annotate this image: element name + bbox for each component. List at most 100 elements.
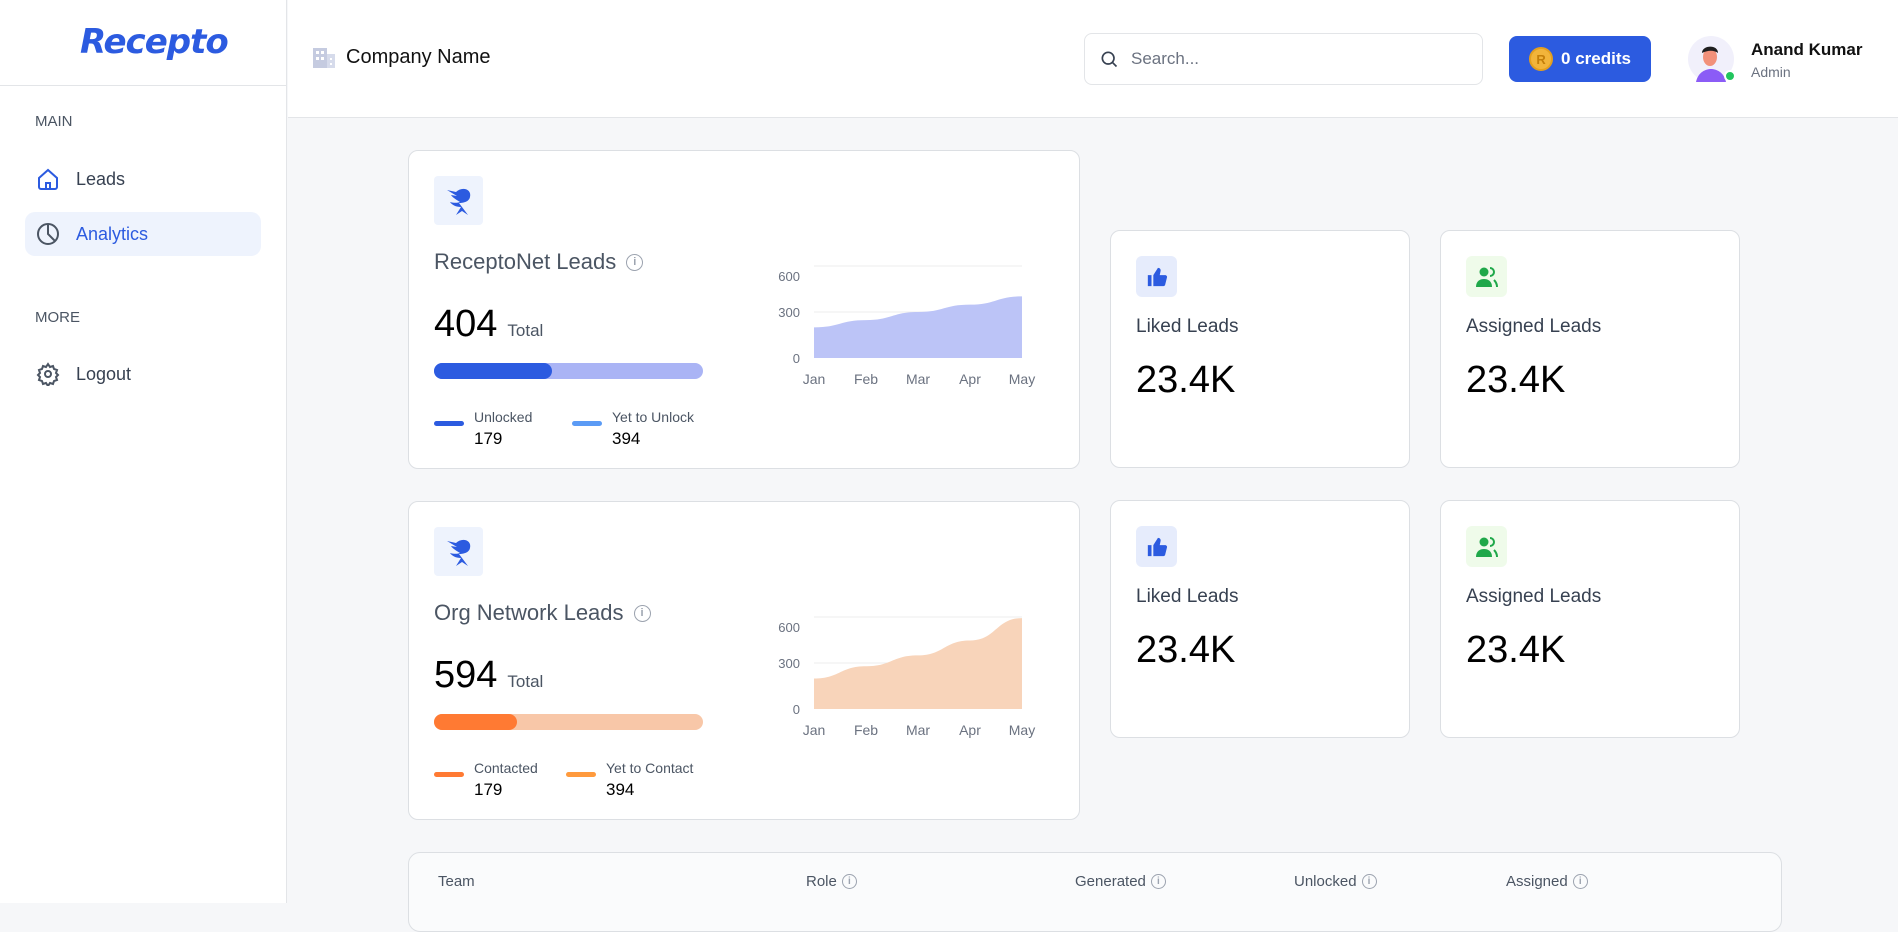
x-tick-label: Mar bbox=[906, 371, 930, 387]
coin-icon: R bbox=[1529, 47, 1554, 71]
x-tick-label: Jan bbox=[803, 722, 826, 738]
column-header-assigned[interactable]: Assigned i bbox=[1506, 873, 1588, 890]
legend-label: Yet to Unlock bbox=[612, 409, 694, 425]
credits-button[interactable]: R 0 credits bbox=[1509, 36, 1651, 82]
progress-fill bbox=[434, 363, 553, 379]
company-name: Company Name bbox=[346, 46, 491, 68]
column-header-unlocked[interactable]: Unlocked i bbox=[1294, 873, 1377, 890]
legend-contacted: Contacted 179 bbox=[434, 760, 538, 800]
column-label: Unlocked bbox=[1294, 873, 1357, 890]
divider bbox=[0, 85, 287, 86]
total-label: Total bbox=[507, 672, 544, 691]
legend-value: 179 bbox=[474, 429, 503, 448]
stat-label: Liked Leads bbox=[1136, 316, 1239, 337]
building-icon bbox=[313, 47, 335, 68]
column-label: Assigned bbox=[1506, 873, 1568, 890]
legend-unlocked: Unlocked 179 bbox=[434, 409, 532, 449]
total-count: 404 Total bbox=[434, 303, 543, 346]
total-count: 594 Total bbox=[434, 654, 543, 697]
sidebar-item-logout[interactable]: Logout bbox=[25, 352, 261, 396]
y-tick-label: 300 bbox=[778, 305, 800, 320]
user-role: Admin bbox=[1751, 64, 1791, 80]
column-header-generated[interactable]: Generated i bbox=[1075, 873, 1166, 890]
assigned-leads-card[interactable]: Assigned Leads 23.4K bbox=[1440, 500, 1740, 738]
thumbs-up-icon bbox=[1136, 256, 1177, 297]
x-tick-label: Mar bbox=[906, 722, 930, 738]
x-tick-label: Apr bbox=[959, 371, 981, 387]
card-title: Org Network Leads i bbox=[434, 600, 651, 626]
legend-label: Contacted bbox=[474, 760, 538, 776]
search-input[interactable] bbox=[1131, 49, 1451, 69]
liked-leads-card[interactable]: Liked Leads 23.4K bbox=[1110, 500, 1410, 738]
column-label: Generated bbox=[1075, 873, 1146, 890]
sidebar-item-leads[interactable]: Leads bbox=[25, 157, 261, 201]
y-tick-label: 0 bbox=[793, 702, 800, 717]
x-tick-label: May bbox=[1009, 371, 1035, 387]
total-value: 404 bbox=[434, 303, 498, 345]
legend-yet-to-unlock: Yet to Unlock 394 bbox=[572, 409, 694, 449]
section-more: MORE bbox=[35, 309, 80, 326]
contact-progress-bar bbox=[434, 714, 703, 730]
online-status-dot bbox=[1724, 70, 1736, 82]
stat-value: 23.4K bbox=[1466, 359, 1566, 401]
sidebar-item-label: Logout bbox=[76, 363, 132, 384]
card-title: ReceptoNet Leads i bbox=[434, 249, 644, 275]
y-tick-label: 600 bbox=[778, 269, 800, 284]
card-title-text: Org Network Leads bbox=[434, 600, 624, 625]
stat-value: 23.4K bbox=[1136, 359, 1236, 401]
recepto-mark-icon bbox=[434, 176, 483, 225]
column-header-team[interactable]: Team bbox=[438, 873, 475, 890]
x-tick-label: May bbox=[1009, 722, 1035, 738]
gear-icon bbox=[36, 362, 60, 386]
y-tick-label: 0 bbox=[793, 351, 800, 366]
stat-value: 23.4K bbox=[1466, 629, 1566, 671]
info-icon[interactable]: i bbox=[633, 604, 651, 622]
avatar[interactable] bbox=[1688, 36, 1736, 82]
thumbs-up-icon bbox=[1136, 526, 1177, 567]
info-icon[interactable]: i bbox=[626, 253, 644, 271]
column-label: Team bbox=[438, 873, 475, 890]
y-tick-label: 600 bbox=[778, 620, 800, 635]
user-name: Anand Kumar bbox=[1751, 40, 1863, 59]
legend-label: Yet to Contact bbox=[606, 760, 694, 776]
sidebar-item-analytics[interactable]: Analytics bbox=[25, 212, 261, 256]
info-icon[interactable]: i bbox=[1572, 874, 1588, 889]
users-icon bbox=[1466, 256, 1507, 297]
recepto-logo[interactable]: Recepto bbox=[80, 22, 229, 62]
pie-chart-icon bbox=[37, 223, 59, 245]
card-title-text: ReceptoNet Leads bbox=[434, 249, 617, 274]
x-tick-label: Jan bbox=[803, 371, 826, 387]
total-value: 594 bbox=[434, 654, 498, 696]
section-main: MAIN bbox=[35, 113, 73, 130]
receptonet-leads-card: ReceptoNet Leads i 404 Total Unlocked 179 Y… bbox=[408, 150, 1080, 469]
column-header-role[interactable]: Role i bbox=[806, 873, 857, 890]
team-table: Team Role i Generated i Unlocked i Assigned… bbox=[408, 852, 1782, 932]
y-tick-label: 300 bbox=[778, 656, 800, 671]
receptonet-area-chart: 0 300 600 Jan Feb Mar Apr May bbox=[778, 265, 1035, 387]
user-avatar-icon bbox=[1696, 46, 1726, 82]
sidebar-item-label: Analytics bbox=[76, 223, 149, 244]
area-series bbox=[814, 296, 1022, 358]
x-tick-label: Apr bbox=[959, 722, 981, 738]
assigned-leads-card[interactable]: Assigned Leads 23.4K bbox=[1440, 230, 1740, 468]
stat-label: Liked Leads bbox=[1136, 586, 1239, 607]
org-network-leads-card: Org Network Leads i 594 Total Contacted 179… bbox=[408, 501, 1080, 820]
users-icon bbox=[1466, 526, 1507, 567]
liked-leads-card[interactable]: Liked Leads 23.4K bbox=[1110, 230, 1410, 468]
legend-value: 179 bbox=[474, 780, 503, 799]
stat-label: Assigned Leads bbox=[1466, 316, 1602, 337]
area-series bbox=[814, 618, 1022, 709]
total-label: Total bbox=[507, 321, 544, 340]
credits-label: 0 credits bbox=[1561, 49, 1631, 68]
stat-value: 23.4K bbox=[1136, 629, 1236, 671]
info-icon[interactable]: i bbox=[1361, 874, 1377, 889]
search-box[interactable] bbox=[1084, 33, 1483, 85]
company-selector[interactable]: Company Name bbox=[312, 46, 491, 69]
info-icon[interactable]: i bbox=[841, 874, 857, 889]
progress-fill bbox=[434, 714, 518, 730]
home-icon bbox=[38, 168, 58, 190]
legend-label: Unlocked bbox=[474, 409, 533, 425]
column-label: Role bbox=[806, 873, 837, 890]
sidebar-item-label: Leads bbox=[76, 168, 126, 189]
info-icon[interactable]: i bbox=[1150, 874, 1166, 889]
